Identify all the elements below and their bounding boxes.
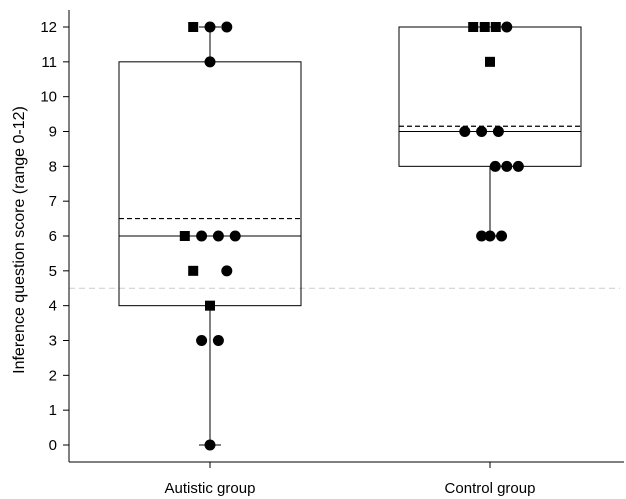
x-tick-label: Control group: [445, 480, 536, 497]
x-tick-label: Autistic group: [165, 480, 256, 497]
data-point-circle: [476, 126, 488, 137]
data-point-square: [490, 22, 501, 32]
points-layer: [179, 21, 524, 451]
box-1: [118, 26, 302, 446]
data-point-square: [188, 22, 199, 32]
y-axis-label: Inference question score (range 0-12): [11, 106, 28, 374]
data-point-square: [205, 300, 215, 311]
y-tick-label: 8: [49, 158, 57, 175]
x-axis: Autistic group Control group: [69, 461, 624, 497]
data-point-circle: [489, 160, 501, 172]
y-tick-label: 3: [49, 333, 57, 350]
data-point-circle: [501, 160, 513, 172]
box-rect: [118, 61, 302, 307]
y-tick-label: 12: [40, 19, 57, 36]
data-point-circle: [204, 56, 216, 68]
data-point-circle: [476, 230, 488, 242]
y-tick-label: 0: [49, 437, 57, 454]
data-point-circle: [204, 439, 216, 451]
data-point-circle: [512, 160, 524, 172]
data-point-circle: [221, 265, 233, 277]
data-point-circle: [492, 126, 504, 137]
y-tick-label: 2: [49, 367, 57, 384]
data-point-circle: [459, 126, 471, 137]
y-tick-label: 1: [49, 402, 57, 419]
data-point-circle: [204, 21, 216, 33]
data-point-circle: [196, 230, 208, 242]
data-point-square: [479, 22, 490, 32]
data-point-circle: [229, 230, 241, 242]
data-point-circle: [501, 21, 513, 33]
box-rect: [398, 26, 582, 167]
data-point-circle: [212, 335, 224, 346]
y-tick-label: 7: [49, 193, 57, 210]
data-point-circle: [221, 21, 233, 33]
data-point-square: [188, 265, 199, 276]
y-tick-label: 5: [49, 263, 57, 280]
y-tick-label: 10: [40, 89, 57, 106]
y-tick-label: 9: [49, 124, 57, 141]
data-point-square: [179, 231, 190, 241]
data-point-circle: [212, 230, 224, 242]
data-point-circle: [484, 230, 496, 242]
y-tick-label: 11: [41, 54, 57, 71]
data-point-circle: [496, 230, 508, 242]
y-tick-label: 4: [49, 298, 57, 315]
data-point-circle: [196, 335, 208, 346]
data-point-square: [468, 22, 479, 32]
data-point-square: [485, 56, 495, 67]
y-tick-label: 6: [49, 228, 57, 245]
